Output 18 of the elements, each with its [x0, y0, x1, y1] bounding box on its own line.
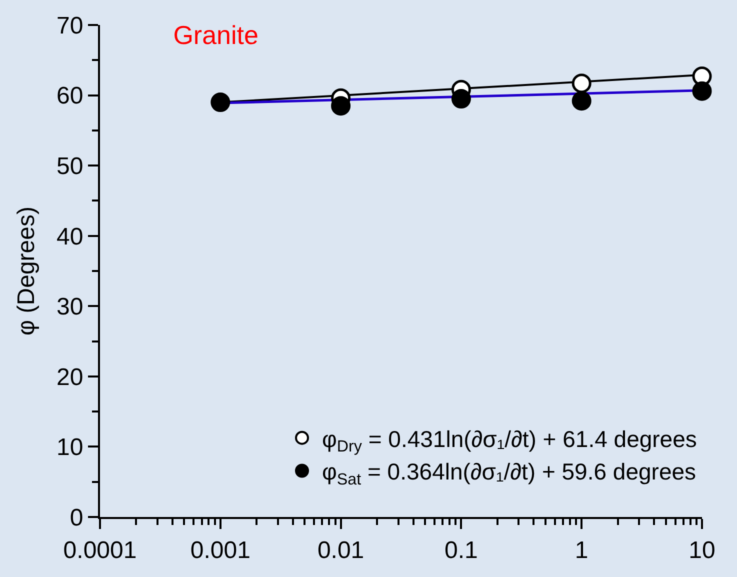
y-tick-label: 40: [56, 223, 84, 250]
x-tick-label: 0.001: [190, 536, 250, 564]
x-tick-label: 0.01: [317, 536, 364, 564]
x-tick-label: 0.1: [444, 536, 478, 564]
x-tick-label: 0.0001: [63, 536, 137, 564]
y-tick-label: 70: [56, 12, 84, 40]
chart-title: Granite: [173, 20, 258, 50]
y-tick-label: 0: [70, 504, 84, 532]
y-tick-label: 50: [56, 152, 84, 180]
legend-label: φ$_{Sat}$ = 0.364ln(∂σ₁/∂t) + 59.6 degrees: [322, 458, 696, 489]
y-tick-label: 10: [56, 434, 84, 462]
y-tick-label: 30: [56, 294, 84, 321]
x-tick-label: 1: [574, 536, 588, 564]
y-axis-title: φ (Degrees): [13, 206, 40, 336]
legend-label: φ$_{Dry}$ = 0.431ln(∂σ₁/∂t) + 61.4 degrees: [322, 426, 697, 456]
y-tick-label: 60: [56, 82, 84, 110]
x-tick-label: 10: [688, 536, 716, 564]
y-tick-label: 20: [56, 364, 84, 391]
